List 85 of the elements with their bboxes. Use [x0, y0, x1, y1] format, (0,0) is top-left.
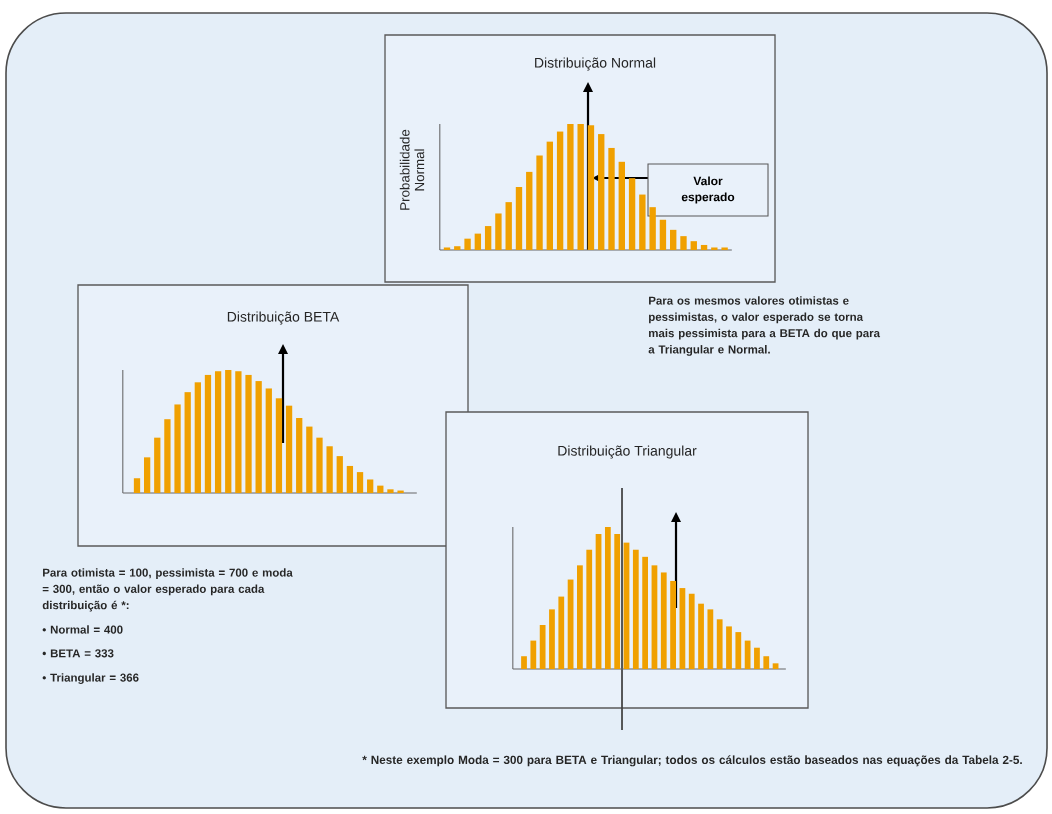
bar	[495, 213, 502, 250]
bar	[670, 229, 677, 250]
bar	[698, 603, 704, 670]
bar	[772, 663, 779, 670]
chart-title: Distribuição Normal	[535, 57, 656, 71]
bar	[608, 147, 615, 250]
bar	[567, 124, 574, 250]
text: • Normal = 400	[42, 625, 123, 634]
bar	[204, 374, 212, 494]
bar	[649, 207, 656, 250]
bar	[285, 405, 293, 494]
bar	[306, 426, 313, 494]
bar	[614, 534, 621, 670]
bar	[716, 619, 723, 670]
bar	[735, 632, 742, 670]
text: * Neste exemplo Moda = 300 para BETA e Triangular; todos os cálculos estão baseados nas equações da Tabela 2-5.	[362, 755, 1022, 767]
bar	[549, 609, 555, 670]
bar	[754, 647, 760, 670]
bar	[454, 246, 461, 250]
bar	[711, 247, 718, 250]
text: • Triangular = 366	[42, 673, 139, 685]
bar	[660, 572, 667, 670]
bar	[443, 247, 451, 250]
y-axis-title: Probabilidade Normal	[399, 129, 425, 210]
bar	[618, 161, 625, 250]
bar	[377, 485, 384, 494]
bar	[521, 656, 527, 670]
bar	[464, 238, 471, 250]
bar	[184, 392, 191, 494]
bar	[316, 437, 323, 494]
bar	[265, 388, 272, 494]
bar	[133, 478, 141, 494]
bar	[577, 565, 583, 670]
bar	[744, 640, 751, 670]
bar	[632, 549, 639, 670]
bar	[639, 194, 646, 250]
bar	[356, 472, 364, 494]
text: Para os mesmos valores otimistas e pessimistas, o valor esperado se torna mais pessimista para a BETA do que para a Triangular e Normal.	[648, 296, 881, 356]
bar	[326, 446, 333, 494]
bar	[397, 490, 404, 494]
bar	[690, 241, 697, 250]
bar	[235, 371, 242, 494]
chart-title: Distribuição Triangular	[558, 445, 697, 459]
bar	[707, 609, 714, 670]
bar	[194, 382, 201, 494]
bar	[556, 131, 564, 250]
bar	[474, 233, 482, 250]
bar	[484, 226, 492, 250]
bar	[700, 244, 708, 250]
bar	[530, 640, 537, 670]
bar	[688, 593, 695, 670]
bar	[245, 374, 252, 494]
bar	[336, 456, 343, 494]
bar	[144, 457, 151, 494]
bar	[174, 404, 181, 494]
bar	[255, 381, 262, 494]
bar	[659, 219, 667, 250]
bar	[763, 656, 770, 670]
bar	[586, 549, 593, 670]
bar	[726, 626, 732, 670]
bar	[214, 371, 222, 494]
bar	[225, 370, 232, 494]
bar	[558, 596, 565, 670]
bar	[536, 155, 543, 250]
bar	[387, 489, 394, 494]
bar	[680, 236, 687, 250]
annotation: Valor esperado	[681, 176, 735, 204]
bar	[346, 465, 354, 494]
bar	[515, 187, 523, 250]
bar	[546, 141, 554, 250]
text: • BETA = 333	[42, 649, 114, 658]
bar	[367, 479, 374, 494]
bar	[505, 202, 512, 250]
bar	[721, 247, 728, 250]
bar	[296, 417, 303, 494]
bar	[604, 527, 611, 670]
text: Para otimista = 100, pessimista = 700 e moda = 300, então o valor esperado para cada distribuição é *:	[42, 568, 293, 612]
bar	[526, 171, 533, 250]
bar	[539, 624, 546, 670]
bar	[154, 437, 161, 494]
bar	[164, 419, 171, 494]
bar	[642, 556, 649, 670]
bar	[598, 134, 605, 250]
chart-title: Distribuição BETA	[227, 311, 340, 325]
bar	[628, 178, 636, 250]
